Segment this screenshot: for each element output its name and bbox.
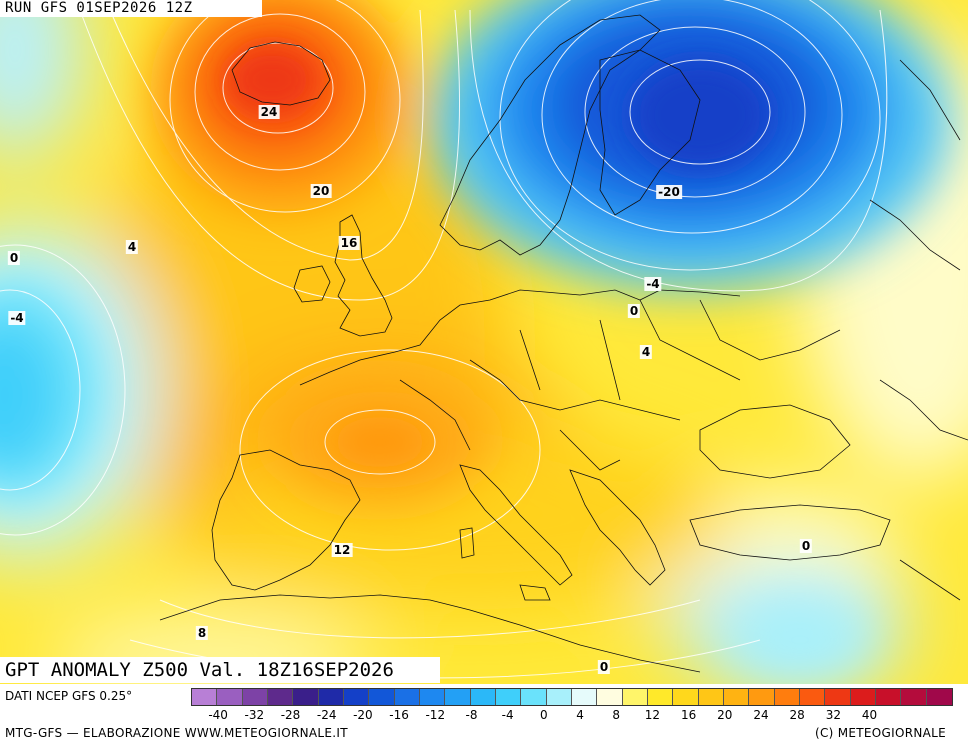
contour-label: -20 [656,185,682,199]
color-swatch [318,689,344,705]
credit-left: MTG-GFS — ELABORAZIONE WWW.METEOGIORNALE… [5,726,348,740]
color-swatch [774,689,800,705]
contour-label: 16 [338,236,360,250]
color-swatch [343,689,370,705]
colorbar-tick-label: 12 [644,708,661,722]
credit-right: (C) METEOGIORNALE [814,726,946,740]
data-source: DATI NCEP GFS 0.25° [5,689,133,703]
map-title: GPT ANOMALY Z500 Val. 18Z16SEP2026 [0,657,440,683]
map-canvas [0,0,968,684]
color-swatch [546,689,572,705]
colorbar-tick-label: 24 [753,708,769,722]
colorbar-tick-label: 32 [825,708,842,722]
colorbar-tick-label: 28 [789,708,805,722]
colorbar-tick-label: -4 [501,708,514,722]
contour-label: 4 [639,345,653,359]
colorbar-tick-label: 20 [717,708,733,722]
legend-footer: DATI NCEP GFS 0.25° -40 -32 -28 -24 -20 -16 -1… [0,684,968,745]
color-swatch [293,689,319,705]
colorbar-tick-label: -28 [280,708,301,722]
colorbar-tick-label: 8 [612,708,621,722]
color-swatch [825,689,851,705]
color-swatch [495,689,522,705]
contour-label: 0 [597,660,611,674]
colorbar-tick-label: -32 [244,708,265,722]
colorbar-tick-label: 40 [861,708,878,722]
color-swatch [850,689,876,705]
color-swatch [673,689,699,705]
color-swatch [901,689,927,705]
color-swatch [875,689,902,705]
colorbar-tick-label: -20 [353,708,373,722]
color-swatch [242,689,268,705]
color-swatch [369,689,395,705]
colorbar-tick-label: -8 [465,708,478,722]
contour-label: 0 [627,304,641,318]
color-swatch [521,689,547,705]
contour-label: 20 [310,184,332,198]
run-label: RUN GFS 01SEP2026 12Z [0,0,262,17]
anomaly-map: 24 20 16 4 0 -4 -20 -4 0 4 12 8 0 0 RUN … [0,0,968,684]
colorbar-tick-label: 0 [540,708,548,722]
colorbar-tick-label: -40 [208,708,228,722]
contour-label: -4 [644,277,662,291]
color-swatch [647,689,674,705]
colorbar-tick-label: 4 [576,708,584,722]
color-swatch [217,689,243,705]
color-swatch [799,689,826,705]
color-swatch [394,689,420,705]
contour-label: 0 [7,251,21,265]
colorbar-tick-label: -12 [425,708,446,722]
color-scale [191,688,953,706]
contour-label: 24 [258,105,280,119]
color-swatch [419,689,446,705]
color-swatch [926,689,952,705]
contour-label: -4 [8,311,26,325]
color-swatch [192,689,218,705]
colorbar-tick-label: 16 [680,708,697,722]
color-scale-ticks: -40 -32 -28 -24 -20 -16 -12 -8 -4 0 4 8 12 16 20 24 28 32… [191,708,951,724]
field-inner [227,45,770,467]
coastlines [159,14,968,673]
color-swatch [445,689,471,705]
color-swatch [622,689,648,705]
color-swatch [571,689,598,705]
color-swatch [597,689,623,705]
contour-label: 12 [331,543,353,557]
color-swatch [723,689,750,705]
isolines [0,0,888,679]
contour-label: 4 [125,240,139,254]
color-swatch [267,689,294,705]
color-swatch [470,689,496,705]
colorbar-tick-label: -24 [316,708,337,722]
colorbar-tick-label: -16 [389,708,409,722]
color-swatch [698,689,724,705]
contour-label: 8 [195,626,209,640]
contour-label: 0 [799,539,813,553]
color-swatch [749,689,775,705]
